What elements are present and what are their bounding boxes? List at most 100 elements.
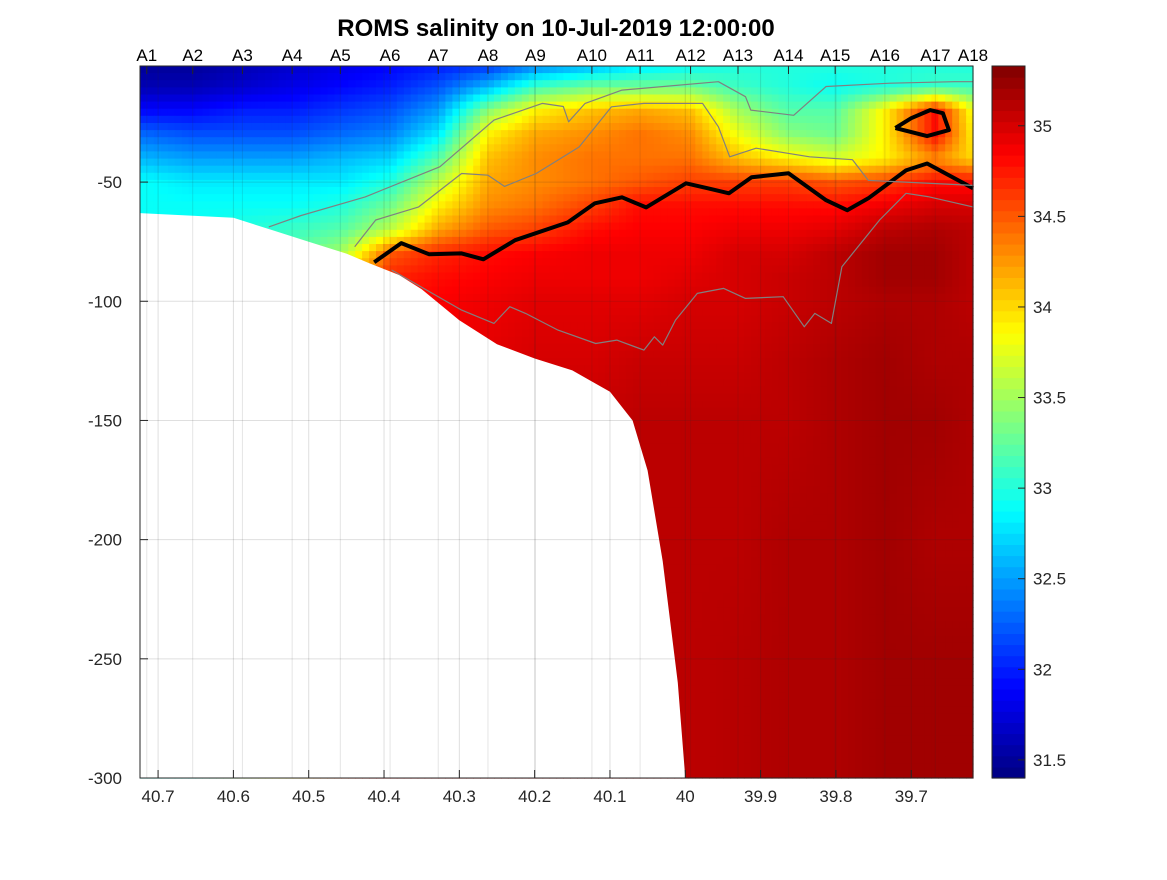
heatmap-cell <box>271 187 280 195</box>
heatmap-cell <box>480 308 488 316</box>
heatmap-cell <box>785 158 794 167</box>
heatmap-cell <box>910 244 918 252</box>
heatmap-cell <box>674 236 682 245</box>
heatmap-cell <box>362 130 370 138</box>
heatmap-cell <box>521 123 530 131</box>
heatmap-cell <box>369 80 377 88</box>
heatmap-cell <box>396 165 405 174</box>
heatmap-cell <box>667 101 676 110</box>
heatmap-cell <box>334 144 342 152</box>
heatmap-cell <box>264 101 273 110</box>
heatmap-cell <box>480 172 488 181</box>
heatmap-cell <box>785 308 794 316</box>
heatmap-cell <box>813 286 821 295</box>
heatmap-cell <box>424 258 433 266</box>
heatmap-cell <box>577 215 585 224</box>
heatmap-cell <box>723 151 731 160</box>
heatmap-cell <box>924 329 932 338</box>
heatmap-cell <box>660 151 669 160</box>
heatmap-cell <box>653 244 662 252</box>
heatmap-cell <box>709 336 717 345</box>
heatmap-cell <box>202 179 210 188</box>
heatmap-cell <box>861 229 870 238</box>
heatmap-cell <box>556 258 564 266</box>
heatmap-cell <box>549 94 558 103</box>
heatmap-cell <box>299 179 308 188</box>
heatmap-cell <box>348 236 356 245</box>
heatmap-cell <box>299 123 308 131</box>
heatmap-cell <box>445 293 453 302</box>
heatmap-cell <box>737 293 745 302</box>
heatmap-cell <box>258 151 266 160</box>
heatmap-cell <box>445 201 453 209</box>
heatmap-cell <box>605 343 613 352</box>
heatmap-cell <box>431 293 440 302</box>
heatmap-cell <box>605 187 613 195</box>
heatmap-cell <box>903 329 912 338</box>
heatmap-cell <box>598 158 606 167</box>
heatmap-cell <box>730 343 738 352</box>
heatmap-cell <box>403 215 412 224</box>
heatmap-cell <box>181 144 190 152</box>
heatmap-cell <box>743 87 752 96</box>
heatmap-cell <box>841 80 849 88</box>
heatmap-cell <box>861 244 870 252</box>
heatmap-cell <box>931 258 939 266</box>
heatmap-cell <box>514 144 523 152</box>
heatmap-cell <box>237 144 245 152</box>
heatmap-cell <box>625 222 634 231</box>
heatmap-cell <box>868 301 877 309</box>
heatmap-cell <box>542 301 551 309</box>
heatmap-cell <box>216 165 224 174</box>
heatmap-cell <box>230 130 238 138</box>
heatmap-cell <box>903 336 912 345</box>
heatmap-cell <box>334 187 342 195</box>
heatmap-cell <box>924 301 932 309</box>
heatmap-cell <box>334 236 342 245</box>
heatmap-cell <box>570 201 578 209</box>
heatmap-cell <box>743 222 752 231</box>
heatmap-cell <box>667 137 676 145</box>
heatmap-cell <box>494 279 502 288</box>
heatmap-cell <box>702 308 710 316</box>
heatmap-cell <box>535 123 544 131</box>
heatmap-cell <box>237 130 245 138</box>
heatmap-cell <box>202 87 210 96</box>
heatmap-cell <box>834 73 842 81</box>
heatmap-cell <box>431 87 440 96</box>
heatmap-cell <box>723 66 731 74</box>
heatmap-cell <box>931 87 939 96</box>
heatmap-cell <box>494 73 502 81</box>
heatmap-cell <box>452 80 460 88</box>
heatmap-cell <box>625 94 634 103</box>
heatmap-cell <box>514 279 523 288</box>
heatmap-cell <box>757 215 766 224</box>
heatmap-cell <box>868 101 877 110</box>
heatmap-cell <box>889 144 898 152</box>
heatmap-cell <box>660 265 669 274</box>
heatmap-cell <box>778 222 787 231</box>
heatmap-cell <box>861 293 870 302</box>
heatmap-cell <box>188 172 197 181</box>
heatmap-cell <box>917 265 925 274</box>
heatmap-cell <box>861 343 870 352</box>
heatmap-cell <box>695 336 703 345</box>
heatmap-cell <box>882 229 891 238</box>
heatmap-cell <box>882 258 891 266</box>
heatmap-cell <box>653 130 662 138</box>
heatmap-cell <box>591 115 599 124</box>
heatmap-cell <box>639 336 648 345</box>
heatmap-cell <box>445 165 453 174</box>
heatmap-cell <box>160 137 169 145</box>
heatmap-cell <box>549 130 558 138</box>
heatmap-cell <box>417 215 426 224</box>
heatmap-cell <box>952 158 960 167</box>
heatmap-cell <box>757 87 766 96</box>
heatmap-cell <box>501 236 509 245</box>
heatmap-cell <box>750 151 759 160</box>
heatmap-cell <box>841 279 849 288</box>
heatmap-cell <box>542 244 551 252</box>
heatmap-cell <box>861 187 870 195</box>
heatmap-cell <box>605 208 613 217</box>
heatmap-cell <box>237 201 245 209</box>
